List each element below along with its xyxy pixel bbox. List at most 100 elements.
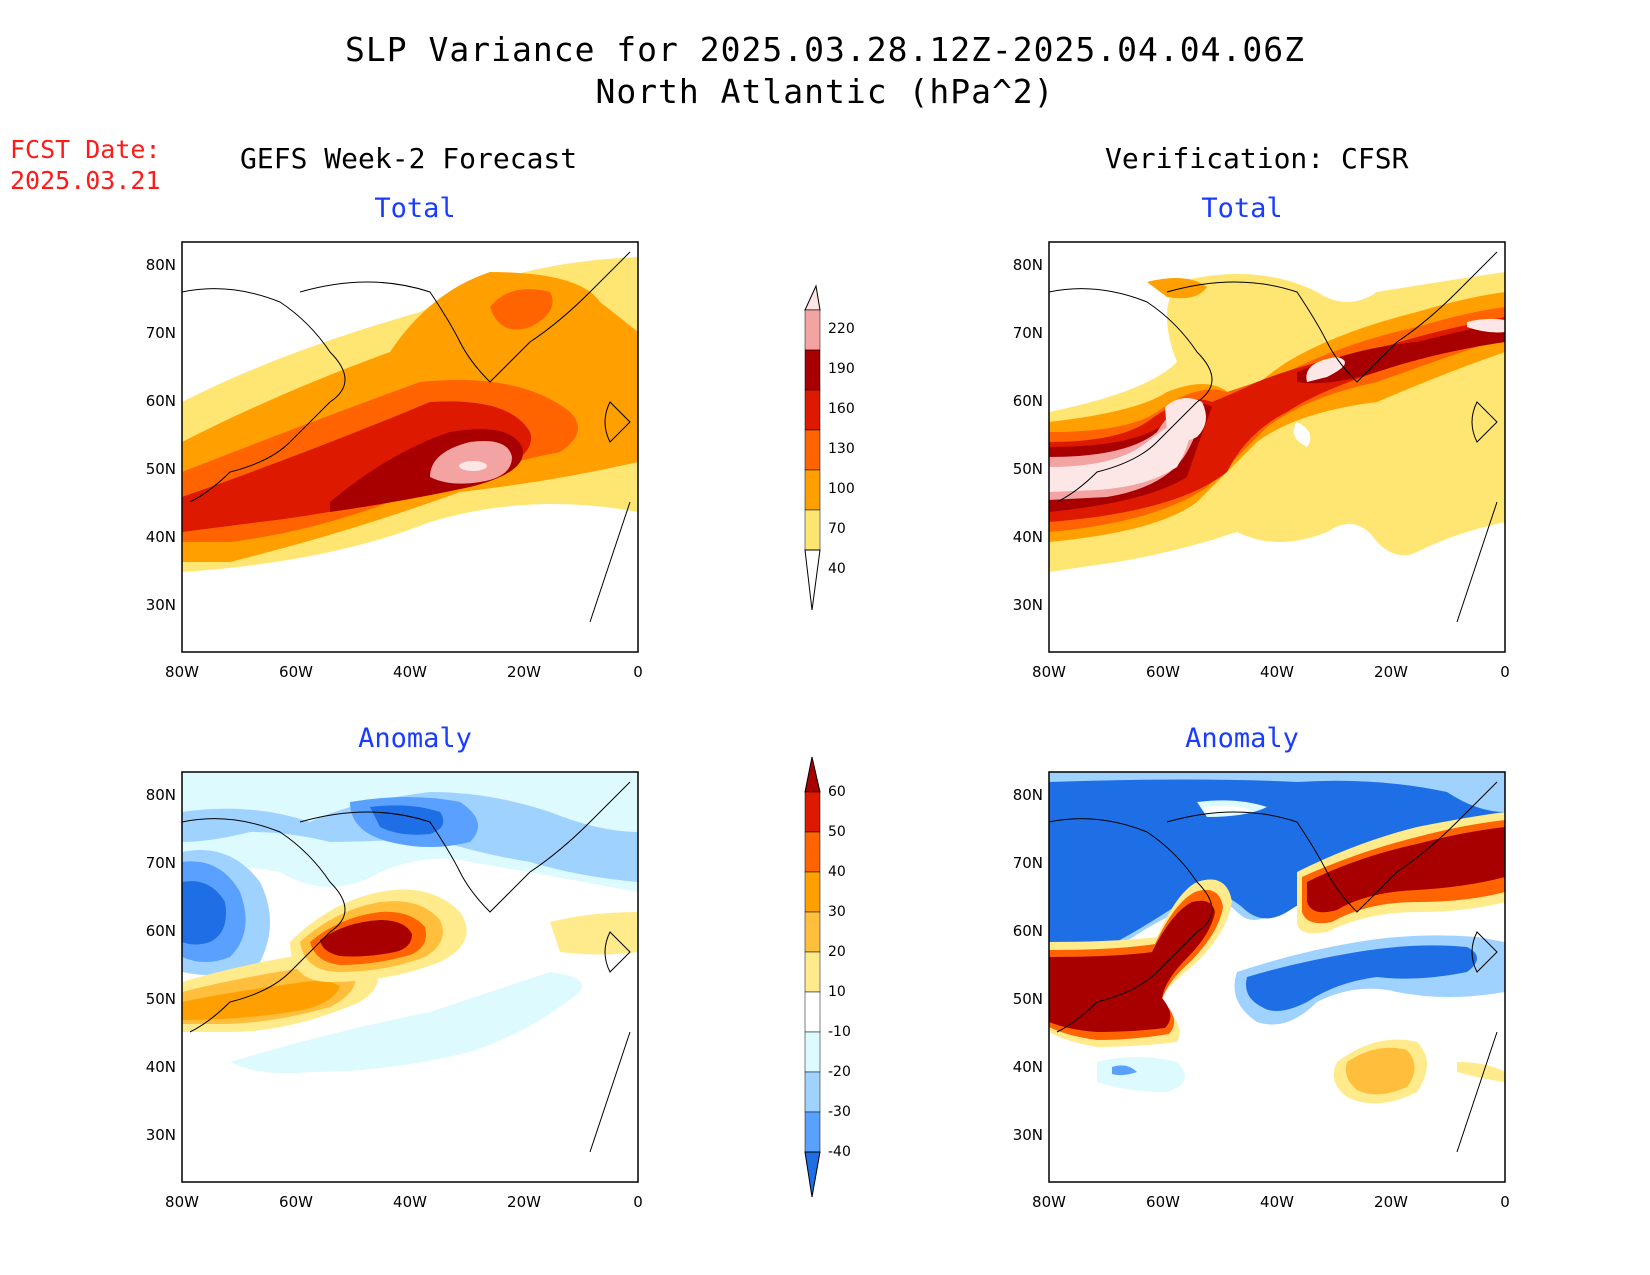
lat-tick-label: 70N (146, 854, 176, 872)
colorbar-swatch (804, 991, 821, 1033)
colorbar-swatch (804, 429, 821, 471)
forecast-date-label: FCST Date: (10, 135, 161, 164)
map-verification-anomaly: 80N 70N 60N 50N 40N 30N 80W 60W 40W 20W … (1013, 771, 1510, 1211)
lon-tick-label: 0 (633, 663, 643, 681)
colorbar-swatch (804, 1071, 821, 1113)
colorbar-label: -10 (828, 1024, 851, 1040)
colorbar-label: 10 (828, 984, 846, 1000)
colorbar-label: -30 (828, 1104, 851, 1120)
lon-tick-label: 0 (633, 1193, 643, 1211)
colorbar-label: -40 (828, 1144, 851, 1160)
colorbar-label: 50 (828, 824, 846, 840)
lon-axis-verification-total: 80W 60W 40W 20W 0 (1032, 663, 1510, 681)
lon-tick-label: 80W (1032, 663, 1066, 681)
lon-tick-label: 0 (1500, 663, 1510, 681)
lat-tick-label: 70N (146, 324, 176, 342)
colorbar-swatch (804, 1031, 821, 1073)
lat-tick-label: 80N (146, 786, 176, 804)
lat-tick-label: 60N (1013, 392, 1043, 410)
colorbar-label: 190 (828, 361, 855, 377)
lon-tick-label: 80W (165, 1193, 199, 1211)
colorbar-swatch (804, 951, 821, 993)
lon-axis-forecast-anomaly: 80W 60W 40W 20W 0 (165, 1193, 643, 1211)
lon-axis-verification-anomaly: 80W 60W 40W 20W 0 (1032, 1193, 1510, 1211)
lon-tick-label: 40W (393, 1193, 427, 1211)
colorbar-swatch (804, 349, 821, 391)
colorbar-label: 20 (828, 944, 846, 960)
lat-tick-label: 40N (146, 1058, 176, 1076)
panel-title-verification-anomaly: Anomaly (1185, 723, 1299, 754)
colorbar-label: 40 (828, 864, 846, 880)
map-forecast-anomaly: 80N 70N 60N 50N 40N 30N 80W 60W 40W 20W … (146, 771, 643, 1211)
colorbar-swatch (804, 309, 821, 351)
colorbar-anomaly-bottom-tip (804, 1151, 821, 1198)
colorbar-label: 130 (828, 441, 855, 457)
main-title: SLP Variance for 2025.03.28.12Z-2025.04.… (345, 30, 1305, 69)
colorbar-swatch (804, 509, 821, 551)
lon-tick-label: 20W (507, 1193, 541, 1211)
lat-tick-label: 50N (1013, 990, 1043, 1008)
lon-tick-label: 20W (1374, 1193, 1408, 1211)
colorbar-swatch (804, 469, 821, 511)
forecast-date-value: 2025.03.21 (10, 166, 161, 195)
lat-axis-verification-total: 80N 70N 60N 50N 40N 30N (1013, 256, 1043, 614)
lon-tick-label: 80W (1032, 1193, 1066, 1211)
panel-title-forecast-anomaly: Anomaly (358, 723, 472, 754)
colorbar-swatch (804, 1111, 821, 1153)
colorbar-label: 30 (828, 904, 846, 920)
map-verification-total: 80N 70N 60N 50N 40N 30N 80W 60W 40W 20W … (1013, 241, 1510, 681)
colorbar-total-bottom-tip (804, 549, 821, 611)
colorbar-swatch (804, 831, 821, 873)
lon-tick-label: 40W (1260, 1193, 1294, 1211)
colorbar-swatch (804, 871, 821, 913)
colorbar-label: 160 (828, 401, 855, 417)
lat-tick-label: 30N (1013, 596, 1043, 614)
colorbar-swatch (804, 389, 821, 431)
lat-axis-verification-anomaly: 80N 70N 60N 50N 40N 30N (1013, 786, 1043, 1144)
lat-tick-label: 60N (146, 392, 176, 410)
lon-tick-label: 80W (165, 663, 199, 681)
lon-tick-label: 60W (1146, 1193, 1180, 1211)
colorbar-label: -20 (828, 1064, 851, 1080)
lat-tick-label: 70N (1013, 324, 1043, 342)
colorbar-anomaly-top-tip (804, 756, 821, 793)
colorbar-total-top-tip (804, 284, 821, 311)
lon-tick-label: 0 (1500, 1193, 1510, 1211)
lon-tick-label: 60W (279, 1193, 313, 1211)
colorbar-label: 60 (828, 784, 846, 800)
lat-tick-label: 40N (1013, 1058, 1043, 1076)
colorbar-total: 220 190 160 130 100 70 40 (804, 284, 855, 611)
lat-tick-label: 50N (146, 460, 176, 478)
panel-title-forecast-total: Total (374, 193, 456, 224)
lat-tick-label: 30N (1013, 1126, 1043, 1144)
lat-tick-label: 40N (1013, 528, 1043, 546)
colorbar-label: 40 (828, 561, 846, 577)
right-column-heading: Verification: CFSR (1105, 142, 1409, 175)
panel-title-verification-total: Total (1201, 193, 1283, 224)
lat-tick-label: 40N (146, 528, 176, 546)
colorbar-swatch (804, 791, 821, 833)
lat-tick-label: 80N (146, 256, 176, 274)
lat-tick-label: 60N (146, 922, 176, 940)
lon-tick-label: 40W (1260, 663, 1294, 681)
lat-tick-label: 60N (1013, 922, 1043, 940)
lon-tick-label: 20W (507, 663, 541, 681)
lat-tick-label: 80N (1013, 786, 1043, 804)
lat-tick-label: 80N (1013, 256, 1043, 274)
colorbar-label: 220 (828, 321, 855, 337)
lat-tick-label: 50N (146, 990, 176, 1008)
colorbar-anomaly: 60 50 40 30 20 10 -10 -20 -30 -40 (804, 756, 851, 1198)
lat-axis-forecast-total: 80N 70N 60N 50N 40N 30N (146, 256, 176, 614)
colorbar-swatch (804, 911, 821, 953)
lon-tick-label: 60W (1146, 663, 1180, 681)
map-forecast-total: 80N 70N 60N 50N 40N 30N 80W 60W 40W 20W … (146, 241, 643, 681)
left-column-heading: GEFS Week-2 Forecast (240, 142, 578, 175)
lat-tick-label: 30N (146, 1126, 176, 1144)
main-subtitle: North Atlantic (hPa^2) (595, 72, 1055, 111)
lat-tick-label: 70N (1013, 854, 1043, 872)
lat-axis-forecast-anomaly: 80N 70N 60N 50N 40N 30N (146, 786, 176, 1144)
colorbar-label: 70 (828, 521, 846, 537)
colorbar-label: 100 (828, 481, 855, 497)
lon-axis-forecast-total: 80W 60W 40W 20W 0 (165, 663, 643, 681)
lon-tick-label: 20W (1374, 663, 1408, 681)
